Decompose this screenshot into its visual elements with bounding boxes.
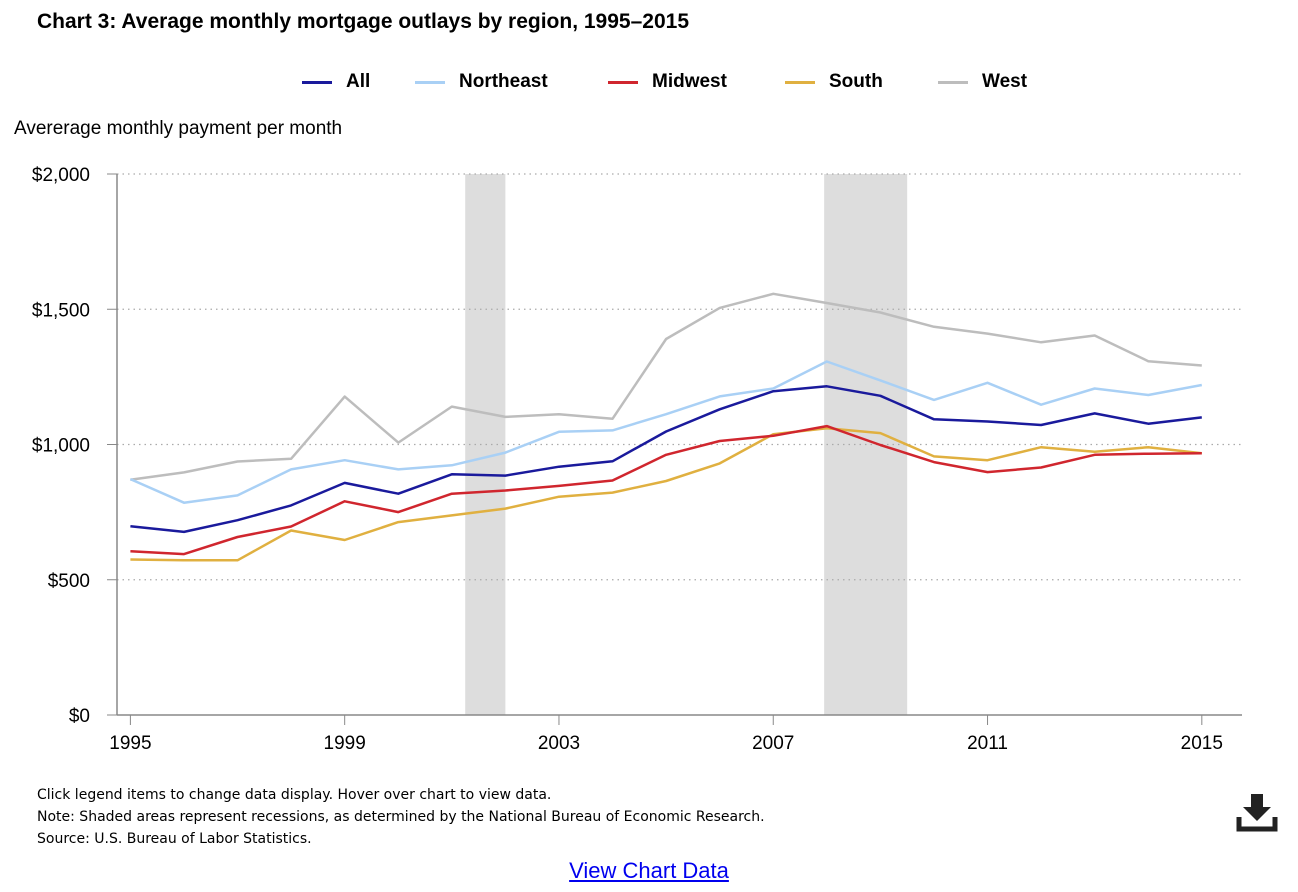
legend-label-all: All bbox=[346, 71, 371, 92]
legend-swatch-northeast bbox=[415, 80, 445, 84]
legend-label-midwest: Midwest bbox=[652, 71, 727, 92]
series-line-south[interactable] bbox=[130, 427, 1202, 562]
legend-item-northeast[interactable]: Northeast bbox=[415, 68, 548, 96]
legend-label-northeast: Northeast bbox=[459, 71, 548, 92]
view-chart-data-row: View Chart Data bbox=[0, 858, 1298, 884]
series-line-midwest[interactable] bbox=[130, 424, 1202, 556]
notes-recession-note: Note: Shaded areas represent recessions,… bbox=[37, 809, 765, 825]
x-tick-label: 1999 bbox=[324, 733, 366, 754]
y-tick-label: $1,500 bbox=[32, 300, 90, 321]
y-tick-label: $0 bbox=[69, 706, 90, 727]
x-tick-label: 2011 bbox=[967, 733, 1008, 754]
download-button[interactable] bbox=[1236, 790, 1278, 832]
download-icon bbox=[1236, 794, 1278, 832]
recession-band-1 bbox=[465, 174, 506, 715]
legend-swatch-midwest bbox=[608, 80, 638, 84]
notes-instructions: Click legend items to change data displa… bbox=[37, 787, 552, 803]
x-tick-label: 1995 bbox=[109, 733, 151, 754]
chart-title: Chart 3: Average monthly mortgage outlay… bbox=[37, 10, 689, 33]
chart-notes: Click legend items to change data displa… bbox=[37, 784, 765, 850]
x-tick-label: 2015 bbox=[1181, 733, 1223, 754]
legend-item-west[interactable]: West bbox=[938, 68, 1027, 96]
y-tick-label: $1,000 bbox=[32, 436, 90, 457]
series-line-all[interactable] bbox=[130, 385, 1202, 534]
legend-swatch-west bbox=[938, 80, 968, 84]
legend-swatch-all bbox=[302, 80, 332, 84]
series-line-northeast[interactable] bbox=[129, 360, 1203, 504]
series-line-west[interactable] bbox=[130, 292, 1202, 481]
x-tick-label: 2007 bbox=[752, 733, 794, 754]
view-chart-data-link[interactable]: View Chart Data bbox=[569, 858, 729, 883]
x-tick-label: 2003 bbox=[538, 733, 580, 754]
legend-item-midwest[interactable]: Midwest bbox=[608, 68, 727, 96]
y-tick-label: $500 bbox=[48, 571, 90, 592]
legend: All Northeast Midwest South West bbox=[0, 68, 1298, 96]
line-chart[interactable]: $0 $500 $1,000 $1,500 $2,000 1995 1999 2003 2007… bbox=[0, 150, 1298, 770]
y-axis-title: Avererage monthly payment per month bbox=[14, 118, 343, 139]
legend-label-west: West bbox=[982, 71, 1028, 92]
legend-item-south[interactable]: South bbox=[785, 68, 883, 96]
legend-item-all[interactable]: All bbox=[302, 68, 370, 96]
legend-swatch-south bbox=[785, 80, 815, 84]
notes-source: Source: U.S. Bureau of Labor Statistics. bbox=[37, 831, 312, 847]
legend-label-south: South bbox=[829, 71, 883, 92]
y-tick-label: $2,000 bbox=[32, 165, 90, 186]
